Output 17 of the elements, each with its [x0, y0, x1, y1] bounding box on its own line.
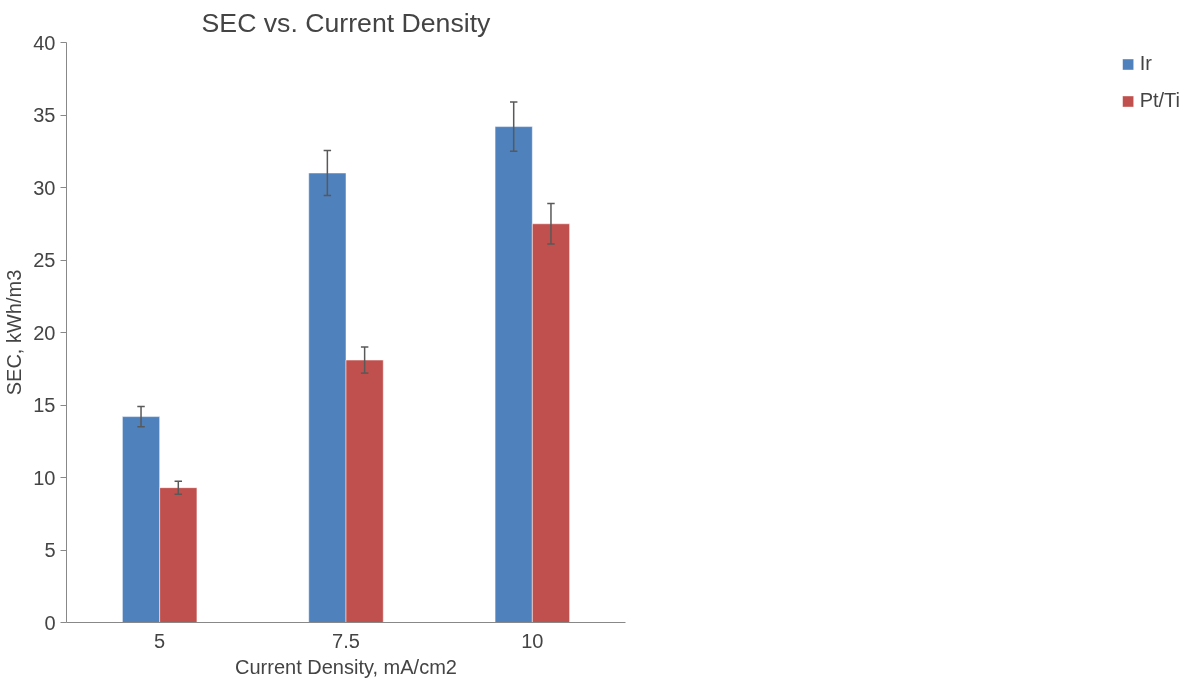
chart-title: SEC vs. Current Density	[201, 7, 492, 38]
x-tick-label: 10	[521, 629, 544, 652]
y-tick-label: 20	[33, 321, 56, 344]
x-axis-title: Current Density, mA/cm2	[235, 655, 457, 678]
y-tick-label: 40	[33, 31, 56, 54]
y-axis-title: SEC, kWh/m3	[3, 269, 26, 396]
x-tick-label: 7.5	[332, 629, 360, 652]
y-tick-label: 10	[33, 466, 56, 489]
y-tick-label: 30	[33, 176, 56, 199]
y-tick-label: 15	[33, 394, 56, 416]
y-tick-label: 5	[44, 539, 56, 561]
y-tick-label: 35	[33, 104, 56, 126]
legend-label: Pt/Ti	[1139, 89, 1180, 112]
y-tick-label: 0	[44, 611, 56, 634]
x-tick-label: 5	[154, 629, 166, 652]
y-tick-label: 25	[33, 249, 56, 271]
legend-label: Ir	[1139, 52, 1153, 75]
